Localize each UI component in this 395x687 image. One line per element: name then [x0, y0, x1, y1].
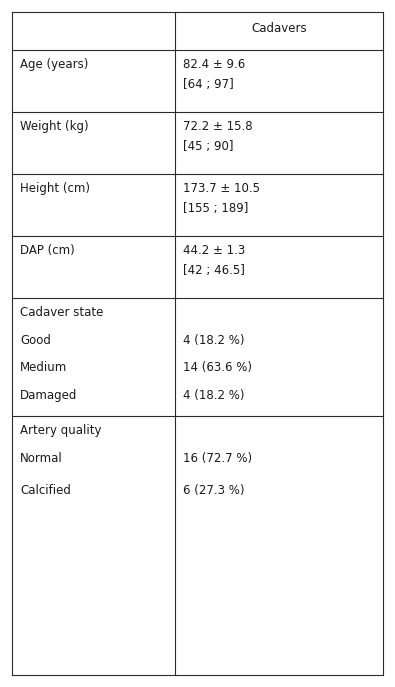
- Text: 44.2 ± 1.3: 44.2 ± 1.3: [183, 244, 245, 257]
- Text: 14 (63.6 %): 14 (63.6 %): [183, 361, 252, 374]
- Text: Age (years): Age (years): [20, 58, 88, 71]
- Text: Normal: Normal: [20, 452, 63, 465]
- Text: [64 ; 97]: [64 ; 97]: [183, 78, 234, 91]
- Text: 4 (18.2 %): 4 (18.2 %): [183, 334, 245, 347]
- Text: Cadavers: Cadavers: [251, 22, 307, 35]
- Text: Good: Good: [20, 334, 51, 347]
- Text: Height (cm): Height (cm): [20, 182, 90, 195]
- Text: 6 (27.3 %): 6 (27.3 %): [183, 484, 245, 497]
- Text: [155 ; 189]: [155 ; 189]: [183, 202, 248, 215]
- Text: Cadaver state: Cadaver state: [20, 306, 103, 319]
- Text: Weight (kg): Weight (kg): [20, 120, 88, 133]
- Text: 4 (18.2 %): 4 (18.2 %): [183, 389, 245, 402]
- Text: 82.4 ± 9.6: 82.4 ± 9.6: [183, 58, 245, 71]
- Text: Medium: Medium: [20, 361, 67, 374]
- Text: 16 (72.7 %): 16 (72.7 %): [183, 452, 252, 465]
- Text: Calcified: Calcified: [20, 484, 71, 497]
- Text: Artery quality: Artery quality: [20, 424, 102, 437]
- Text: [45 ; 90]: [45 ; 90]: [183, 140, 234, 153]
- Text: 173.7 ± 10.5: 173.7 ± 10.5: [183, 182, 260, 195]
- Text: [42 ; 46.5]: [42 ; 46.5]: [183, 264, 245, 277]
- Text: DAP (cm): DAP (cm): [20, 244, 75, 257]
- Text: Damaged: Damaged: [20, 389, 77, 402]
- Text: 72.2 ± 15.8: 72.2 ± 15.8: [183, 120, 253, 133]
